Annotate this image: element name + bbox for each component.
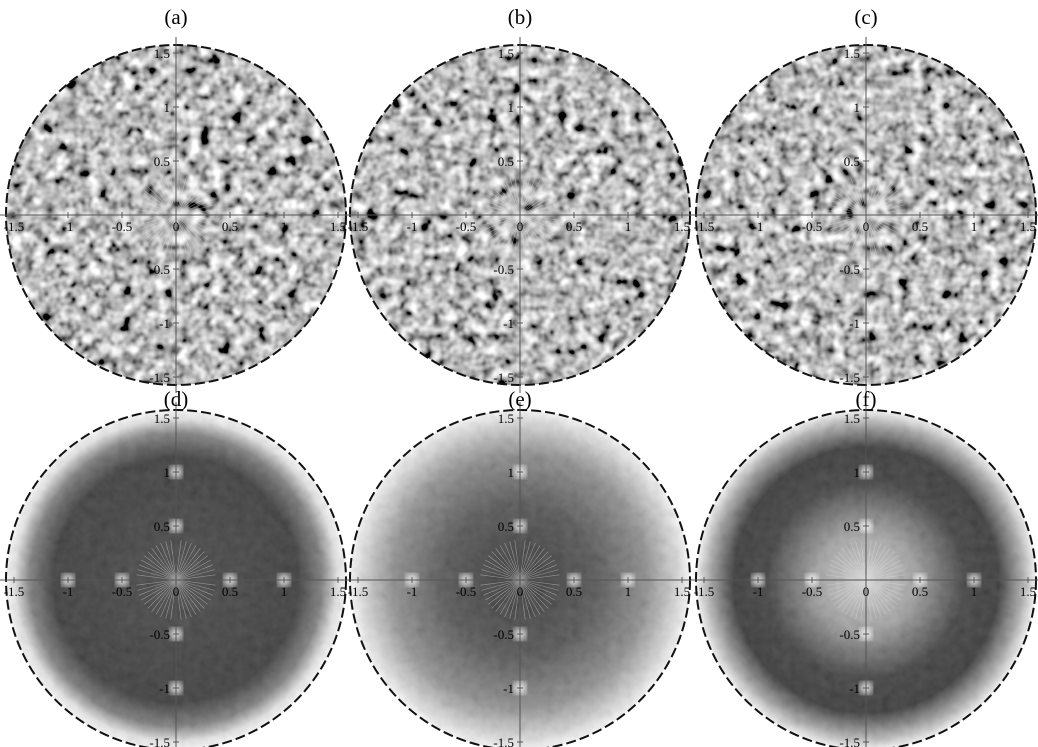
x-tick-label: -1.5: [4, 219, 25, 234]
y-tick-label: 1.5: [154, 411, 170, 426]
panel-e: -1.5 -1 -0.5 0 0.5 1 1.5 1.5 1 0.5 -0.5 -1 -1.5 (e): [342, 387, 698, 747]
y-tick-label: -1.5: [839, 370, 860, 385]
x-tick-label: 0.5: [222, 219, 238, 234]
x-tick-label: -1: [407, 584, 418, 599]
y-tick-label: -1: [159, 681, 170, 696]
x-tick-label: 0: [173, 219, 180, 234]
x-tick-label: 0: [863, 584, 870, 599]
panel-label: (c): [854, 5, 877, 29]
panel-label: (b): [508, 5, 533, 29]
y-tick-label: 1: [854, 465, 861, 480]
y-tick-label: 0.5: [154, 519, 170, 534]
y-tick-label: 0.5: [154, 154, 170, 169]
x-tick-label: 1.5: [1020, 219, 1036, 234]
y-tick-label: -1: [503, 316, 514, 331]
panel-b: -1.5 -1 -0.5 0 0.5 1 1.5 1.5 1 0.5 -0.5 -1 -1.5 (b): [342, 5, 698, 393]
y-tick-label: 0.5: [498, 519, 514, 534]
x-tick-label: -1: [753, 584, 764, 599]
x-tick-label: 0.5: [912, 584, 928, 599]
x-tick-label: 0: [517, 584, 524, 599]
y-tick-label: -1: [849, 681, 860, 696]
y-tick-label: -1.5: [149, 735, 170, 747]
y-tick-label: -0.5: [493, 262, 514, 277]
panel-label: (d): [164, 387, 189, 411]
x-tick-label: -1: [63, 219, 74, 234]
x-tick-label: 0: [863, 219, 870, 234]
x-tick-label: 1.5: [674, 219, 690, 234]
panel-label: (e): [508, 387, 531, 411]
y-tick-label: -1.5: [493, 735, 514, 747]
x-tick-label: -0.5: [456, 584, 477, 599]
y-tick-label: -1: [159, 316, 170, 331]
y-tick-label: -1: [849, 316, 860, 331]
x-tick-label: 1.5: [330, 219, 346, 234]
x-tick-label: 1: [281, 584, 288, 599]
x-tick-label: -1.5: [694, 219, 715, 234]
x-tick-label: 1: [971, 584, 978, 599]
y-tick-label: -1.5: [493, 370, 514, 385]
y-tick-label: -1: [503, 681, 514, 696]
x-tick-label: -1.5: [348, 219, 369, 234]
panel-d: -1.5 -1 -0.5 0 0.5 1 1.5 1.5 1 0.5 -0.5 -1 -1.5 (d): [0, 387, 354, 747]
y-tick-label: 0.5: [498, 154, 514, 169]
x-tick-label: -0.5: [802, 584, 823, 599]
x-tick-label: 1: [625, 584, 632, 599]
x-tick-label: -1.5: [348, 584, 369, 599]
y-tick-label: -0.5: [839, 262, 860, 277]
y-tick-label: -0.5: [839, 627, 860, 642]
panel-f: -1.5 -1 -0.5 0 0.5 1 1.5 1.5 1 0.5 -0.5 -1 -1.5 (f): [688, 387, 1038, 747]
panel-c: -1.5 -1 -0.5 0 0.5 1 1.5 1.5 1 0.5 -0.5 -1 -1.5 (c): [688, 5, 1038, 393]
x-tick-label: 1.5: [1020, 584, 1036, 599]
x-tick-label: -1: [753, 219, 764, 234]
x-tick-label: 0.5: [566, 219, 582, 234]
y-tick-label: 1: [508, 465, 515, 480]
y-tick-label: 1.5: [844, 411, 860, 426]
x-tick-label: -1.5: [4, 584, 25, 599]
x-tick-label: 0.5: [912, 219, 928, 234]
y-tick-label: 0.5: [844, 519, 860, 534]
x-tick-label: -1: [407, 219, 418, 234]
x-tick-label: 1.5: [330, 584, 346, 599]
x-tick-label: 0.5: [566, 584, 582, 599]
y-tick-label: 1: [508, 100, 515, 115]
center-streaks: [480, 540, 560, 620]
y-tick-label: 0.5: [844, 154, 860, 169]
x-tick-label: -0.5: [456, 219, 477, 234]
x-tick-label: 1: [625, 219, 632, 234]
y-tick-label: -0.5: [493, 627, 514, 642]
x-tick-label: -1.5: [694, 584, 715, 599]
y-tick-label: -1.5: [839, 735, 860, 747]
x-tick-label: 0: [173, 584, 180, 599]
y-tick-label: 1.5: [844, 46, 860, 61]
x-tick-label: 0.5: [222, 584, 238, 599]
center-streaks: [480, 175, 560, 255]
x-tick-label: -0.5: [112, 584, 133, 599]
x-tick-label: -0.5: [802, 219, 823, 234]
y-tick-label: 1: [854, 100, 861, 115]
panel-label: (f): [856, 387, 877, 411]
y-tick-label: 1.5: [498, 46, 514, 61]
y-tick-label: 1: [164, 465, 171, 480]
y-tick-label: -0.5: [149, 627, 170, 642]
x-tick-label: -1: [63, 584, 74, 599]
y-tick-label: 1: [164, 100, 171, 115]
y-tick-label: 1.5: [498, 411, 514, 426]
x-tick-label: 1: [971, 219, 978, 234]
x-tick-label: 1.5: [674, 584, 690, 599]
center-streaks: [826, 175, 906, 255]
x-tick-label: 0: [517, 219, 524, 234]
center-streaks: [136, 175, 216, 255]
panel-a: -1.5 -1 -0.5 0 0.5 1 1.5 1.5 1 0.5 -0.5 -1 -1.5 (a): [0, 5, 354, 393]
y-tick-label: -0.5: [149, 262, 170, 277]
x-tick-label: -0.5: [112, 219, 133, 234]
panel-label: (a): [164, 5, 187, 29]
y-tick-label: 1.5: [154, 46, 170, 61]
y-tick-label: -1.5: [149, 370, 170, 385]
x-tick-label: 1: [281, 219, 288, 234]
